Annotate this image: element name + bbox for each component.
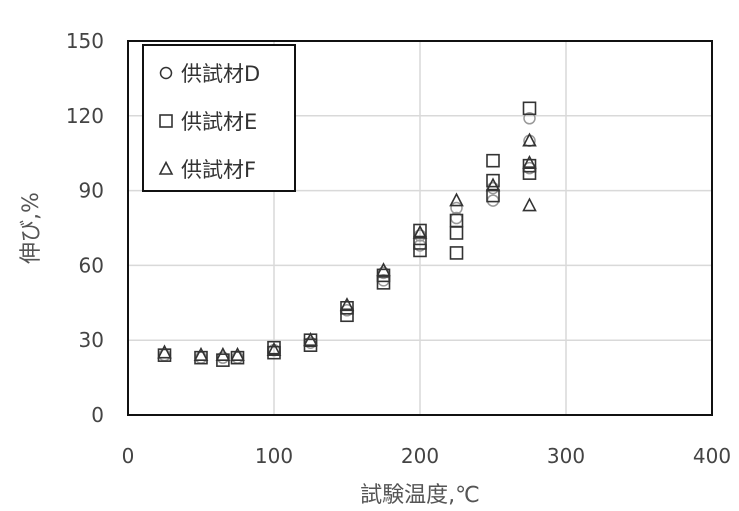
legend: 供試材D 供試材E 供試材F [142,44,296,192]
y-tick-label: 0 [91,403,104,427]
data-point-triangle [449,192,464,207]
data-point-triangle [376,262,391,277]
legend-marker-circle [159,66,173,80]
data-point-circle [450,201,463,215]
data-point-triangle [193,346,209,361]
data-point-square [267,340,281,355]
data-point-square [157,348,172,362]
data-point-square [522,166,537,180]
data-point-square [413,243,427,258]
data-point-square [522,101,537,116]
data-point-triangle [339,297,355,312]
data-point-square [230,350,245,365]
data-point-triangle [215,346,231,361]
data-point-square [340,308,354,323]
y-tick-label: 120 [66,104,104,128]
x-tick-label: 0 [122,444,135,468]
y-axis-title: 伸び,% [19,192,44,264]
legend-label: 供試材D [181,62,260,86]
plot-area-border [127,40,713,416]
data-point-triangle [230,346,245,361]
data-point-triangle [266,341,282,356]
data-point-square [376,276,391,290]
data-point-triangle [303,331,318,347]
data-point-square [486,188,500,203]
plot-frame [127,40,713,416]
y-tick-label: 90 [79,179,104,203]
data-points [157,101,537,367]
series-triangle [157,132,537,361]
x-tick-label: 200 [401,444,439,468]
data-point-triangle [485,177,501,192]
data-point-triangle [522,132,537,147]
legend-label: 供試材F [181,158,256,182]
data-point-square [486,153,500,168]
data-point-square [449,246,464,260]
data-point-square [194,350,208,365]
data-point-square [486,173,500,188]
data-point-triangle [522,154,537,169]
x-axis-title: 試験温度,℃ [360,483,480,508]
x-tick-label: 100 [255,444,293,468]
y-tick-label: 60 [79,253,104,277]
data-point-triangle [412,224,428,239]
data-point-triangle [157,344,172,359]
data-point-triangle [522,197,537,212]
legend-label: 供試材E [181,110,257,134]
legend-marker-triangle [158,160,174,175]
y-tick-label: 30 [79,328,104,352]
x-tick-label: 300 [547,444,585,468]
data-point-square [413,223,427,238]
tick-labels: 0 30 60 90 120 150 0 100 200 300 400 [66,29,731,468]
y-tick-label: 150 [66,29,104,53]
legend-marker-square [159,114,173,128]
data-point-circle [523,112,536,125]
data-point-square [340,300,354,315]
x-tick-label: 400 [693,444,731,468]
data-point-square [449,213,464,228]
data-point-square [522,158,537,173]
